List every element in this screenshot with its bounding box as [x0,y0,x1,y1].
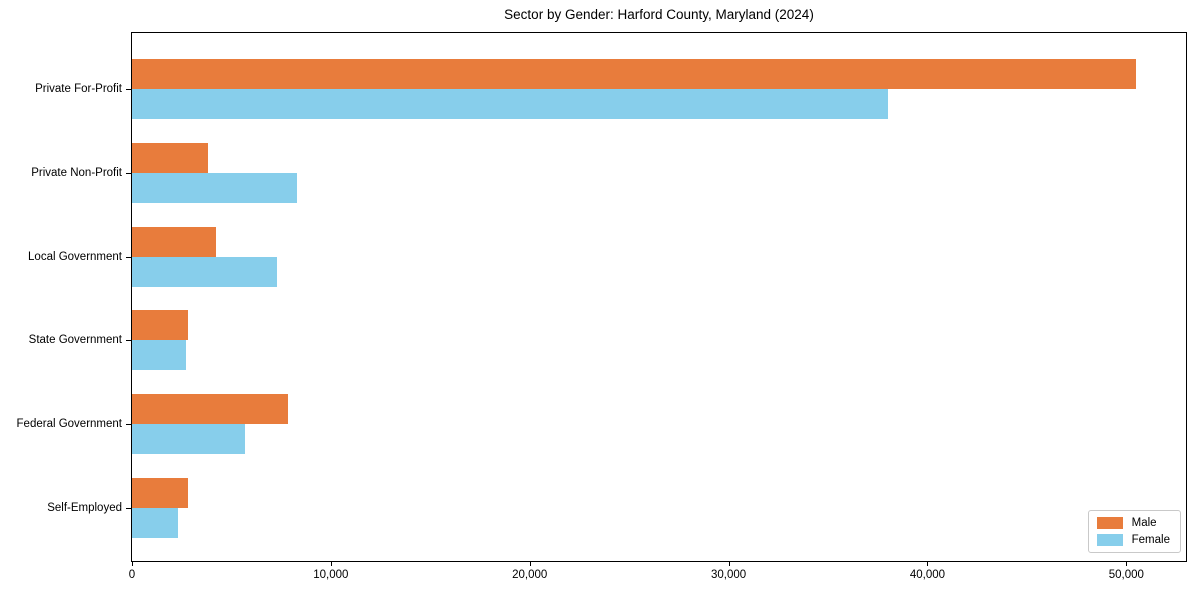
bar-rows: Private For-Profit Private Non-Profit Loca… [17,47,1186,550]
bar-male [132,394,289,425]
y-axis-category-label: Private Non-Profit [31,166,122,179]
legend-label: Female [1131,534,1170,546]
category-row: Federal Government [17,382,1186,466]
legend: Male Female [1087,510,1181,553]
bar-male [132,58,1137,89]
y-axis-tick-mark [126,424,132,426]
category-row: Private Non-Profit [31,131,1186,215]
y-axis-category-label: Federal Government [16,418,122,431]
bar-male [132,142,208,173]
bar-male [132,226,216,257]
bar-male [132,478,188,509]
bar-female [132,424,246,455]
x-axis-tick-mark [927,561,929,566]
x-axis-tick-mark [330,561,332,566]
y-axis-tick-mark [126,340,132,342]
bar-female [132,88,888,119]
x-axis-tick-label: 10,000 [313,569,349,581]
y-axis-category-label: Local Government [28,250,122,263]
y-axis-tick-mark [126,172,132,174]
legend-item-female: Female [1096,534,1170,546]
bar-male [132,310,188,341]
y-axis-tick-mark [126,256,132,258]
category-row: Self-Employed [47,466,1186,550]
y-axis-category-label: Self-Employed [47,502,122,515]
legend-item-male: Male [1096,517,1170,529]
y-axis-category-label: State Government [28,334,122,347]
category-row: State Government [29,298,1186,382]
bar-female [132,172,298,203]
legend-swatch-female [1096,534,1123,546]
x-axis: 0 10,000 20,000 30,000 40,000 50,000 [128,561,1186,593]
bar-female [132,508,178,539]
plot-area: Private For-Profit Private Non-Profit Loca… [17,32,1187,581]
category-row: Private For-Profit [35,47,1186,131]
x-axis-tick-mark [1126,561,1128,566]
y-axis-tick-mark [126,508,132,510]
y-axis-category-label: Private For-Profit [35,82,122,95]
x-axis-tick-mark [529,561,531,566]
x-axis-tick-label: 20,000 [512,569,548,581]
chart-title: Sector by Gender: Harford County, Maryla… [504,7,814,22]
x-axis-tick-label: 40,000 [909,569,946,581]
y-axis-tick-mark [126,88,132,90]
x-axis-tick-label: 50,000 [1108,569,1144,581]
x-axis-tick-mark [728,561,730,566]
category-row: Local Government [28,215,1186,299]
x-axis-tick-mark [132,561,133,566]
bar-female [132,256,278,287]
x-axis-tick-label: 0 [128,569,136,581]
x-axis-tick-label: 30,000 [711,569,747,581]
legend-swatch-male [1096,517,1123,529]
legend-label: Male [1131,517,1157,529]
bar-female [132,340,186,371]
